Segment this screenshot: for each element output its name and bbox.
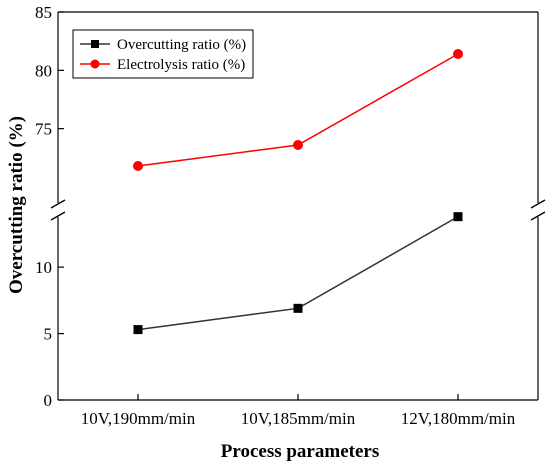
legend-label-overcutting: Overcutting ratio (%) — [117, 37, 246, 53]
legend-circle-marker — [90, 59, 100, 69]
x-tick-label: 10V,190mm/min — [81, 409, 196, 428]
series-lines — [137, 53, 459, 331]
legend: Overcutting ratio (%) Electrolysis ratio… — [72, 29, 254, 79]
data-point-overcutting — [453, 212, 463, 222]
tick-labels: 0 5 10 75 80 85 10V,190mm/min 10V,185mm/min 12V,… — [35, 3, 516, 428]
y-tick-label: 75 — [35, 120, 52, 139]
right-axis-break-mark — [530, 211, 546, 221]
y-tick-label: 10 — [35, 258, 52, 277]
legend-box — [72, 29, 254, 79]
y-axis-title: Overcutting ratio (%) — [6, 116, 27, 294]
data-point-overcutting — [133, 325, 143, 335]
legend-label-electrolysis: Electrolysis ratio (%) — [117, 57, 245, 73]
y-tick-label: 85 — [35, 3, 52, 22]
legend-item-electrolysis: Electrolysis ratio (%) — [80, 57, 245, 73]
right-axis-break-mark — [530, 199, 546, 209]
y-tick-label: 80 — [35, 61, 52, 80]
legend-square-marker — [91, 40, 99, 48]
left-axis-break-mark — [50, 199, 66, 209]
x-axis-title: Process parameters — [221, 441, 379, 462]
legend-item-overcutting: Overcutting ratio (%) — [80, 37, 246, 53]
x-tick-label: 12V,180mm/min — [401, 409, 516, 428]
data-point-overcutting — [293, 303, 303, 313]
y-tick-label: 5 — [44, 325, 53, 344]
series-markers — [133, 49, 463, 335]
data-point-electrolysis — [453, 49, 463, 59]
x-tick-label: 10V,185mm/min — [241, 409, 356, 428]
y-tick-label: 0 — [44, 391, 53, 410]
data-point-electrolysis — [293, 140, 303, 150]
left-axis-break-mark — [50, 211, 66, 221]
data-point-electrolysis — [133, 161, 143, 171]
plot-axes — [50, 11, 546, 401]
